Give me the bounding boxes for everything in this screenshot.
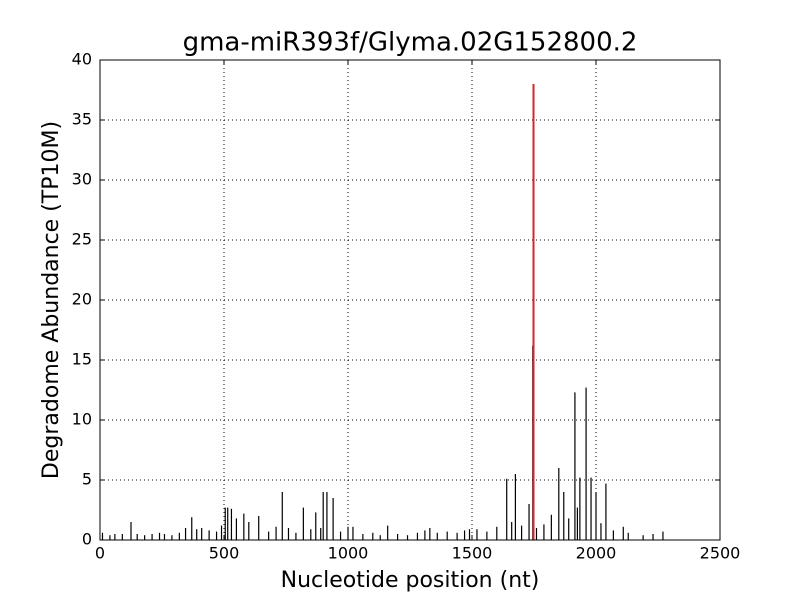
- y-tick-label: 20: [72, 290, 92, 309]
- y-tick-label: 15: [72, 350, 92, 369]
- x-tick-label: 0: [95, 544, 105, 563]
- x-tick-label: 500: [209, 544, 240, 563]
- y-axis-label: Degradome Abundance (TP10M): [39, 121, 64, 479]
- y-tick-label: 5: [82, 470, 92, 489]
- y-tick-label: 0: [82, 530, 92, 549]
- chart-title: gma-miR393f/Glyma.02G152800.2: [183, 28, 638, 58]
- x-tick-label: 1000: [328, 544, 369, 563]
- y-tick-label: 40: [72, 50, 92, 69]
- y-tick-label: 30: [72, 170, 92, 189]
- x-tick-label: 2000: [576, 544, 617, 563]
- y-tick-label: 10: [72, 410, 92, 429]
- y-tick-label: 25: [72, 230, 92, 249]
- y-tick-label: 35: [72, 110, 92, 129]
- x-tick-label: 1500: [452, 544, 493, 563]
- x-axis-label: Nucleotide position (nt): [281, 568, 540, 593]
- x-tick-label: 2500: [700, 544, 741, 563]
